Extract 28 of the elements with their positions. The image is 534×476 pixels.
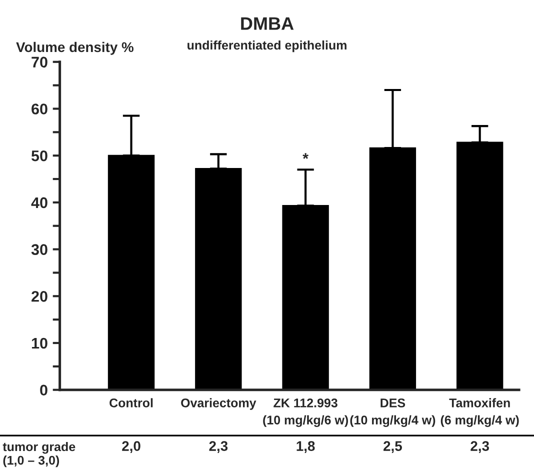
text: 2,5: [384, 441, 402, 453]
text: tumor grade (1,0 – 3,0): [2, 442, 76, 468]
text: 1,8: [296, 441, 315, 453]
bar: [195, 168, 242, 390]
bar: [108, 154, 155, 390]
x-tick-label: Control: [110, 398, 153, 408]
x-tick-label: ZK 112.993 (10 mg/kg/6 w): [263, 398, 348, 427]
bar: [282, 205, 329, 390]
y-tick-label: 40: [31, 197, 48, 208]
annotation: *: [302, 153, 309, 159]
y-tick-label: 20: [32, 291, 48, 302]
bar: [369, 147, 416, 390]
text: 2,3: [470, 441, 489, 453]
x-tick-label: Ovariectomy: [181, 398, 256, 410]
text: 2,0: [122, 441, 140, 453]
y-tick-label: 30: [31, 244, 48, 255]
chart-title: DMBA: [241, 17, 294, 30]
y-axis-title: Volume density %: [16, 42, 134, 55]
y-tick-label: 10: [32, 338, 48, 349]
x-tick-label: Tamoxifen (6 mg/kg/4 w): [440, 398, 519, 427]
y-tick-label: 60: [32, 104, 48, 114]
y-tick-label: 0: [40, 384, 48, 396]
chart-subtitle: undifferentiated epithelium: [188, 40, 346, 52]
bar: [456, 142, 504, 390]
y-tick-label: 50: [31, 150, 48, 162]
x-tick-label: DES (10 mg/kg/4 w): [350, 398, 436, 427]
y-tick-label: 70: [32, 56, 48, 68]
text: 2,3: [209, 441, 228, 453]
